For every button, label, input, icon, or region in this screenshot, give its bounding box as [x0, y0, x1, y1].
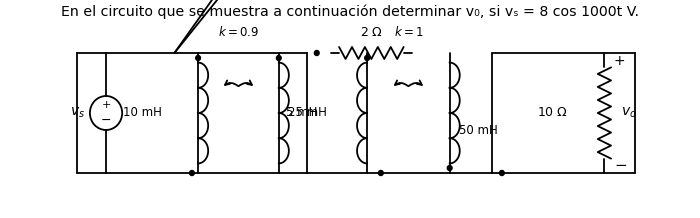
Text: 10 mH: 10 mH — [123, 107, 162, 119]
Text: En el circuito que se muestra a continuación determinar v₀, si vₛ = 8 cos 1000t : En el circuito que se muestra a continua… — [61, 5, 639, 19]
Circle shape — [365, 56, 370, 61]
Circle shape — [190, 170, 195, 175]
Text: +: + — [102, 100, 111, 110]
Text: −: − — [614, 157, 626, 172]
Text: $k = 1$: $k = 1$ — [393, 25, 424, 39]
Circle shape — [379, 170, 383, 175]
Circle shape — [196, 56, 200, 61]
Circle shape — [314, 51, 319, 56]
Text: $v_o$: $v_o$ — [622, 106, 637, 120]
Text: 50 mH: 50 mH — [459, 124, 498, 138]
Text: 25 mH: 25 mH — [288, 107, 327, 119]
Circle shape — [447, 165, 452, 170]
Circle shape — [276, 56, 281, 61]
Circle shape — [500, 170, 504, 175]
Text: 2 $\Omega$: 2 $\Omega$ — [360, 26, 383, 39]
Text: +: + — [614, 54, 626, 68]
Text: 10 $\Omega$: 10 $\Omega$ — [538, 107, 568, 119]
Text: −: − — [101, 114, 111, 127]
Text: 5 mH: 5 mH — [286, 107, 318, 119]
Text: $k = 0.9$: $k = 0.9$ — [218, 25, 259, 39]
Text: $v_s$: $v_s$ — [70, 106, 85, 120]
